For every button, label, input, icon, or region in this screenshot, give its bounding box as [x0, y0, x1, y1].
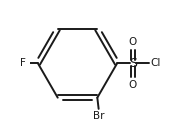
Text: Br: Br — [93, 111, 104, 121]
Text: Cl: Cl — [151, 58, 161, 68]
Text: O: O — [129, 80, 137, 90]
Text: S: S — [129, 57, 137, 70]
Text: O: O — [129, 37, 137, 47]
Text: F: F — [20, 58, 26, 68]
